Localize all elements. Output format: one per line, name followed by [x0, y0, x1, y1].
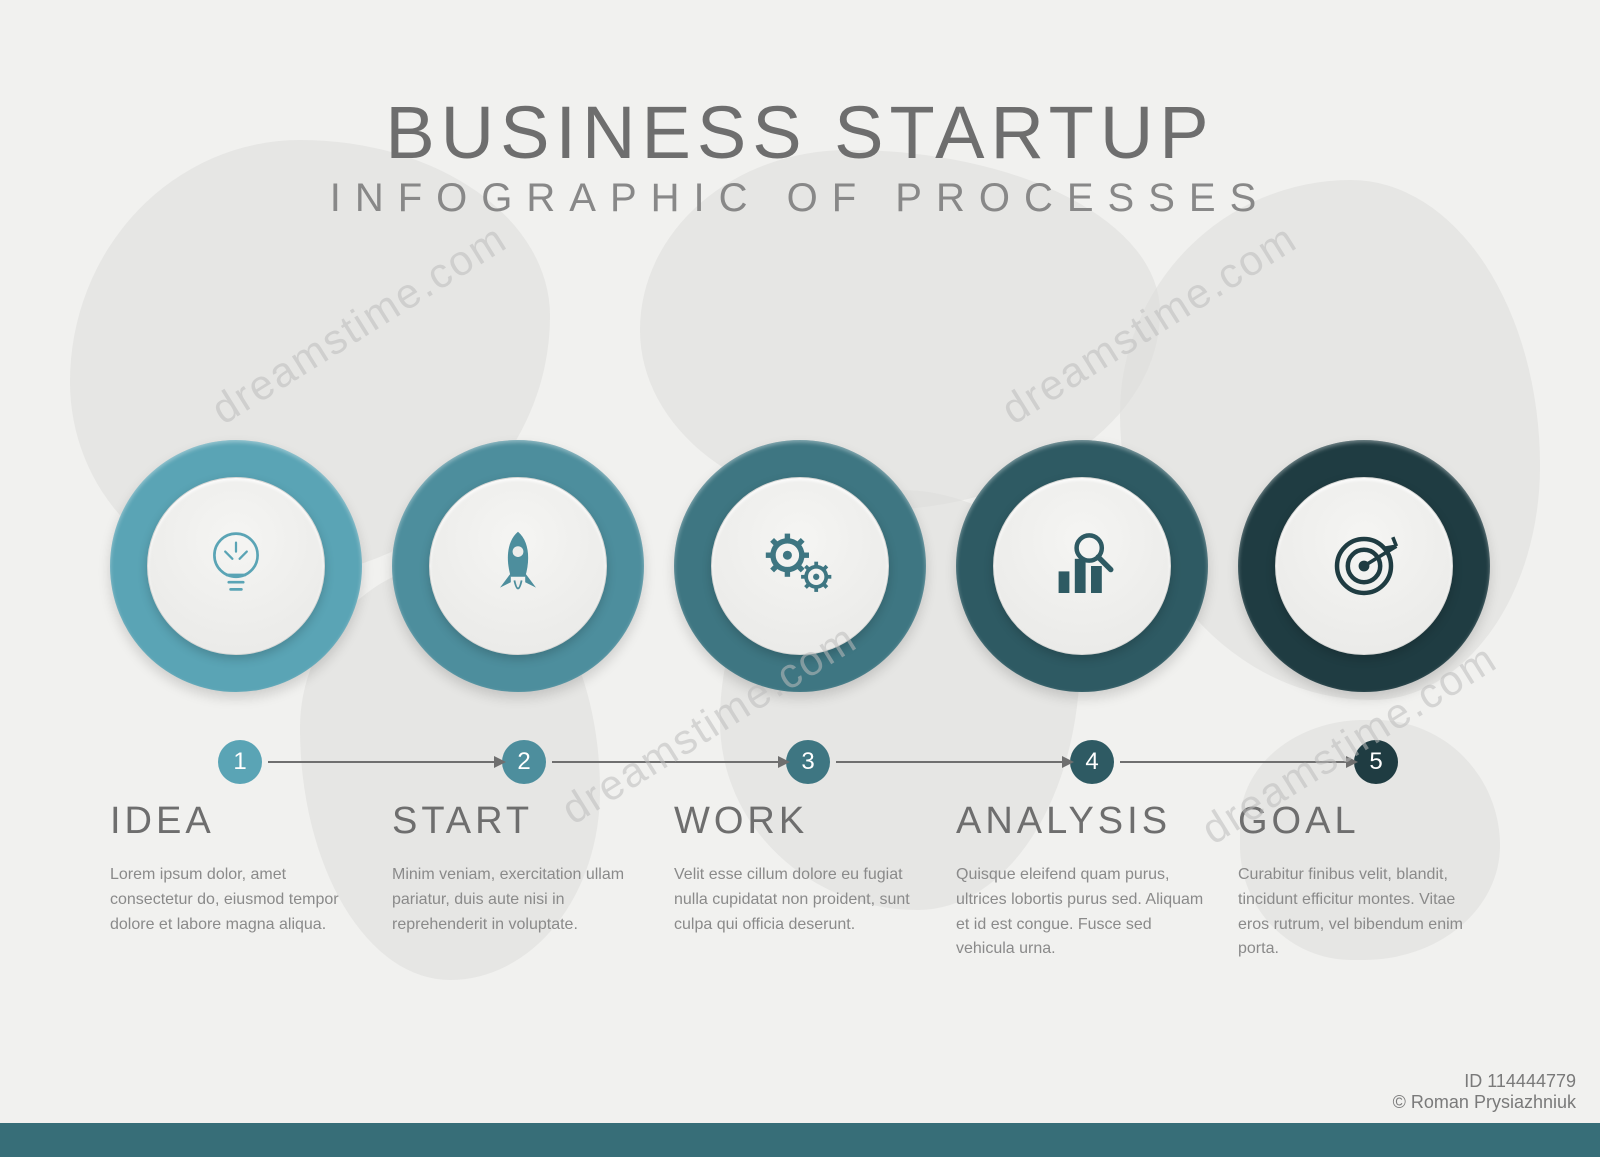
- step-caption: IDEA Lorem ipsum dolor, amet consectetur …: [110, 800, 362, 962]
- step-ring-inner: [711, 477, 889, 655]
- flow-line: 12345: [110, 740, 1490, 780]
- step-ring-inner: [147, 477, 325, 655]
- step-body-text: Lorem ipsum dolor, amet consectetur do, …: [110, 863, 362, 937]
- stock-id: ID 114444779: [1464, 1071, 1576, 1091]
- step-ring-inner: [1275, 477, 1453, 655]
- step-ring: [110, 440, 362, 692]
- target-icon: [1319, 521, 1409, 611]
- step-body-text: Velit esse cillum dolore eu fugiat nulla…: [674, 863, 926, 937]
- step-number-badge: 5: [1354, 740, 1398, 784]
- step-analysis: [956, 440, 1208, 692]
- stock-author: © Roman Prysiazhniuk: [1393, 1092, 1576, 1112]
- flow-arrow: [1120, 761, 1356, 763]
- step-label: START: [392, 800, 644, 843]
- step-caption: ANALYSIS Quisque eleifend quam purus, ult…: [956, 800, 1208, 962]
- labels-row: IDEA Lorem ipsum dolor, amet consectetur …: [110, 800, 1490, 962]
- step-caption: START Minim veniam, exercitation ullam pa…: [392, 800, 644, 962]
- gears-icon: [755, 521, 845, 611]
- credit-block: ID 114444779 © Roman Prysiazhniuk: [1393, 1071, 1576, 1113]
- step-ring-inner: [429, 477, 607, 655]
- step-ring-inner: [993, 477, 1171, 655]
- step-work: [674, 440, 926, 692]
- step-label: ANALYSIS: [956, 800, 1208, 843]
- step-body-text: Minim veniam, exercitation ullam pariatu…: [392, 863, 644, 937]
- step-ring: [392, 440, 644, 692]
- footer-bar: [0, 1123, 1600, 1157]
- infographic-canvas: BUSINESS STARTUP INFOGRAPHIC OF PROCESSE…: [0, 0, 1600, 1157]
- analytics-icon: [1037, 521, 1127, 611]
- step-ring: [956, 440, 1208, 692]
- flow-arrow: [268, 761, 504, 763]
- step-ring: [674, 440, 926, 692]
- step-caption: GOAL Curabitur finibus velit, blandit, ti…: [1238, 800, 1490, 962]
- steps-row: [110, 440, 1490, 692]
- step-body-text: Quisque eleifend quam purus, ultrices lo…: [956, 863, 1208, 962]
- step-start: [392, 440, 644, 692]
- step-body-text: Curabitur finibus velit, blandit, tincid…: [1238, 863, 1490, 962]
- step-label: WORK: [674, 800, 926, 843]
- step-number-badge: 4: [1070, 740, 1114, 784]
- step-goal: [1238, 440, 1490, 692]
- step-number-badge: 1: [218, 740, 262, 784]
- rocket-icon: [473, 521, 563, 611]
- step-ring: [1238, 440, 1490, 692]
- main-title: BUSINESS STARTUP: [0, 90, 1600, 175]
- step-label: GOAL: [1238, 800, 1490, 843]
- bulb-icon: [191, 521, 281, 611]
- step-number-badge: 2: [502, 740, 546, 784]
- step-caption: WORK Velit esse cillum dolore eu fugiat n…: [674, 800, 926, 962]
- sub-title: INFOGRAPHIC OF PROCESSES: [0, 176, 1600, 221]
- step-label: IDEA: [110, 800, 362, 843]
- flow-arrow: [552, 761, 788, 763]
- flow-arrow: [836, 761, 1072, 763]
- step-idea: [110, 440, 362, 692]
- step-number-badge: 3: [786, 740, 830, 784]
